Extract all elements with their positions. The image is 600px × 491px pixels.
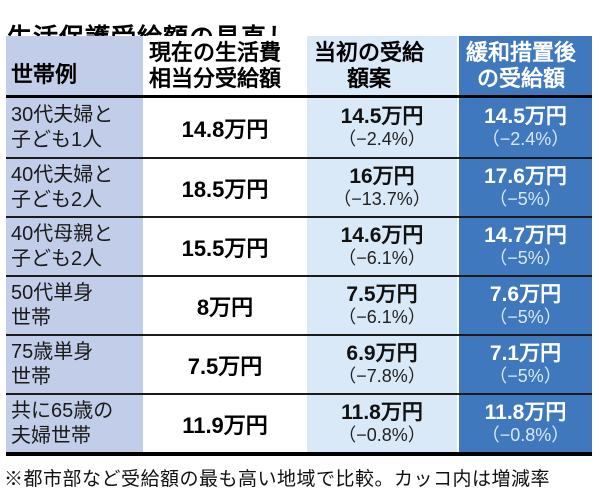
current-amount-cell: 11.9万円 <box>143 395 307 452</box>
relaxed-amount-cell: 7.6万円 （−5%） <box>457 277 592 334</box>
initial-proposal-cell: 7.5万円 （−6.1%） <box>307 277 457 334</box>
current-amount-cell: 8万円 <box>143 277 307 334</box>
relaxed-change-pct: （−5%） <box>489 365 562 386</box>
current-amount-cell: 18.5万円 <box>143 159 307 216</box>
initial-amount: 6.9万円 <box>346 341 418 365</box>
relaxed-amount-cell: 14.7万円 （−5%） <box>457 218 592 275</box>
initial-amount: 14.6万円 <box>340 223 424 247</box>
household-cell: 40代母親と 子ども2人 <box>6 218 143 275</box>
initial-proposal-cell: 14.6万円 （−6.1%） <box>307 218 457 275</box>
initial-proposal-cell: 6.9万円 （−7.8%） <box>307 336 457 393</box>
table-row: 50代単身 世帯 8万円 7.5万円 （−6.1%） 7.6万円 （−5%） <box>6 275 592 334</box>
household-cell: 50代単身 世帯 <box>6 277 143 334</box>
relaxed-change-pct: （−5%） <box>489 247 562 268</box>
initial-amount: 14.5万円 <box>340 104 424 128</box>
initial-change-pct: （−2.4%） <box>338 128 426 149</box>
initial-proposal-cell: 16万円 （−13.7%） <box>307 159 457 216</box>
relaxed-amount-cell: 17.6万円 （−5%） <box>457 159 592 216</box>
initial-amount: 7.5万円 <box>346 282 418 306</box>
relaxed-amount-cell: 14.5万円 （−2.4%） <box>457 98 592 157</box>
relaxed-amount-cell: 7.1万円 （−5%） <box>457 336 592 393</box>
initial-proposal-cell: 14.5万円 （−2.4%） <box>307 98 457 157</box>
relaxed-amount: 14.7万円 <box>484 223 567 247</box>
initial-amount: 16万円 <box>349 164 415 188</box>
relaxed-change-pct: （−0.8%） <box>481 424 570 445</box>
initial-change-pct: （−0.8%） <box>338 424 426 445</box>
table-row: 75歳単身 世帯 7.5万円 6.9万円 （−7.8%） 7.1万円 （−5%） <box>6 334 592 393</box>
household-cell: 40代夫婦と 子ども2人 <box>6 159 143 216</box>
table-row: 40代母親と 子ども2人 15.5万円 14.6万円 （−6.1%） 14.7万… <box>6 216 592 275</box>
footnote: ※都市部など受給額の最も高い地域で比較。カッコ内は増減率 <box>4 469 551 490</box>
household-cell: 共に65歳の 夫婦世帯 <box>6 395 143 452</box>
initial-amount: 11.8万円 <box>341 400 423 424</box>
initial-change-pct: （−6.1%） <box>338 247 426 268</box>
header-after-relaxation: 緩和措置後 の受給額 <box>457 36 592 95</box>
initial-change-pct: （−6.1%） <box>338 306 426 327</box>
current-amount-cell: 7.5万円 <box>143 336 307 393</box>
household-cell: 30代夫婦と 子ども1人 <box>6 98 143 157</box>
relaxed-amount: 14.5万円 <box>484 104 567 128</box>
relaxed-change-pct: （−2.4%） <box>481 128 570 149</box>
table-row: 30代夫婦と 子ども1人 14.8万円 14.5万円 （−2.4%） 14.5万… <box>6 98 592 157</box>
initial-proposal-cell: 11.8万円 （−0.8%） <box>307 395 457 452</box>
relaxed-amount-cell: 11.8万円 （−0.8%） <box>457 395 592 452</box>
relaxed-amount: 11.8万円 <box>484 400 567 424</box>
current-amount-cell: 14.8万円 <box>143 98 307 157</box>
relaxed-change-pct: （−5%） <box>489 306 562 327</box>
header-household: 世帯例 <box>6 36 143 95</box>
benefits-table: 世帯例 現在の生活費 相当分受給額 当初の受給 額案 緩和措置後 の受給額 30… <box>6 36 592 456</box>
current-amount-cell: 15.5万円 <box>143 218 307 275</box>
relaxed-amount: 17.6万円 <box>484 164 567 188</box>
header-initial-proposal: 当初の受給 額案 <box>307 36 457 95</box>
relaxed-amount: 7.6万円 <box>489 282 562 306</box>
table-row: 共に65歳の 夫婦世帯 11.9万円 11.8万円 （−0.8%） 11.8万円… <box>6 393 592 452</box>
header-current-benefit: 現在の生活費 相当分受給額 <box>143 36 307 95</box>
relaxed-change-pct: （−5%） <box>489 188 562 209</box>
initial-change-pct: （−13.7%） <box>333 188 431 209</box>
relaxed-amount: 7.1万円 <box>489 341 562 365</box>
initial-change-pct: （−7.8%） <box>338 365 426 386</box>
table-header-row: 世帯例 現在の生活費 相当分受給額 当初の受給 額案 緩和措置後 の受給額 <box>6 36 592 98</box>
household-cell: 75歳単身 世帯 <box>6 336 143 393</box>
table-row: 40代夫婦と 子ども2人 18.5万円 16万円 （−13.7%） 17.6万円… <box>6 157 592 216</box>
